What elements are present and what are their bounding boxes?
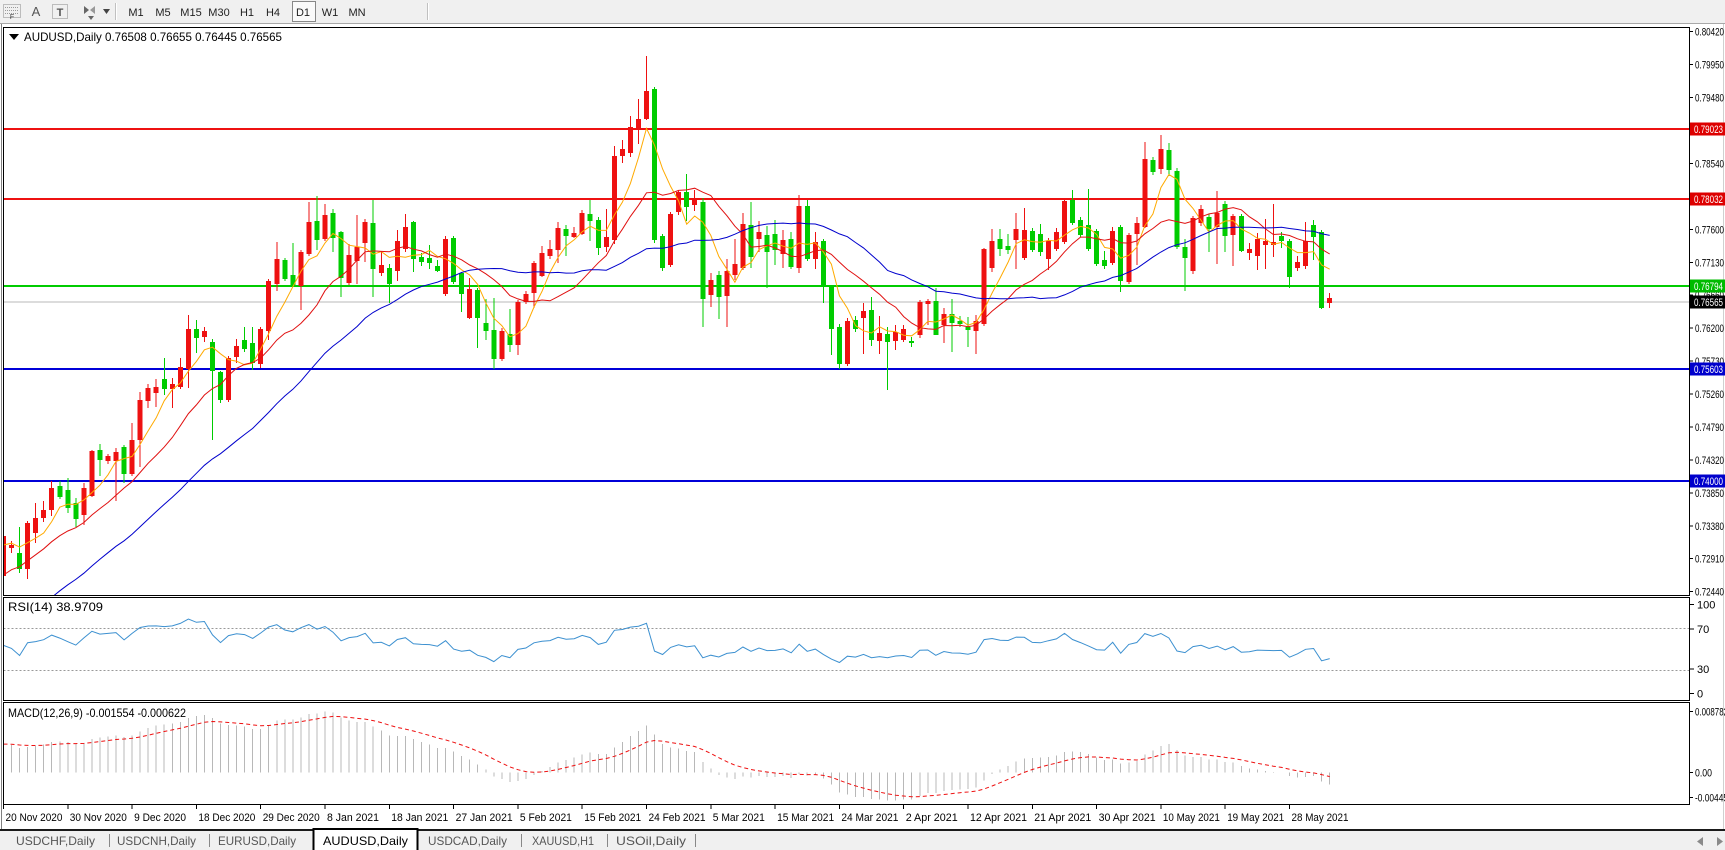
svg-text:RSI(14) 38.9709: RSI(14) 38.9709 (8, 600, 103, 614)
svg-text:0.79950: 0.79950 (1695, 60, 1724, 72)
svg-text:0.80420: 0.80420 (1695, 27, 1724, 39)
svg-text:MACD(12,26,9) -0.001554 -0.000: MACD(12,26,9) -0.001554 -0.000622 (8, 706, 186, 720)
svg-text:5 Feb 2021: 5 Feb 2021 (520, 812, 572, 824)
svg-text:0.78032: 0.78032 (1694, 194, 1723, 206)
svg-text:28 May 2021: 28 May 2021 (1292, 812, 1349, 824)
svg-text:W1: W1 (322, 7, 339, 19)
svg-text:0.74790: 0.74790 (1695, 422, 1724, 434)
svg-text:0.00: 0.00 (1695, 767, 1712, 779)
svg-text:0.74320: 0.74320 (1695, 455, 1724, 467)
svg-text:0.78540: 0.78540 (1695, 159, 1724, 171)
svg-text:0.77600: 0.77600 (1695, 224, 1724, 236)
svg-text:0.76565: 0.76565 (1694, 297, 1723, 309)
svg-text:0.76794: 0.76794 (1694, 281, 1723, 293)
svg-text:5 Mar 2021: 5 Mar 2021 (713, 812, 765, 824)
svg-text:M5: M5 (155, 7, 170, 19)
svg-text:AUDUSD,Daily: AUDUSD,Daily (323, 834, 408, 848)
svg-text:21 Apr 2021: 21 Apr 2021 (1034, 812, 1091, 824)
svg-text:M15: M15 (180, 7, 201, 19)
svg-text:19 May 2021: 19 May 2021 (1227, 812, 1284, 824)
svg-text:70: 70 (1697, 624, 1709, 636)
svg-text:18 Jan 2021: 18 Jan 2021 (391, 812, 448, 824)
svg-text:T: T (57, 7, 64, 19)
svg-text:0.74000: 0.74000 (1694, 476, 1723, 488)
svg-text:8 Jan 2021: 8 Jan 2021 (327, 812, 379, 824)
svg-text:0.73850: 0.73850 (1695, 488, 1724, 500)
svg-text:0.72910: 0.72910 (1695, 554, 1724, 566)
svg-text:30 Apr 2021: 30 Apr 2021 (1099, 812, 1156, 824)
svg-text:15 Mar 2021: 15 Mar 2021 (777, 812, 834, 824)
svg-text:0: 0 (1697, 688, 1703, 700)
svg-text:EURUSD,Daily: EURUSD,Daily (218, 834, 296, 848)
svg-text:0.73380: 0.73380 (1695, 521, 1724, 533)
svg-text:0.008782: 0.008782 (1695, 707, 1725, 719)
svg-text:20 Nov 2020: 20 Nov 2020 (6, 812, 63, 824)
svg-text:0.77130: 0.77130 (1695, 257, 1724, 269)
svg-text:12 Apr 2021: 12 Apr 2021 (970, 812, 1027, 824)
svg-text:USDCHF,Daily: USDCHF,Daily (16, 834, 95, 848)
svg-text:0.75603: 0.75603 (1694, 364, 1723, 376)
svg-text:MN: MN (348, 7, 365, 19)
svg-text:0.79480: 0.79480 (1695, 93, 1724, 105)
svg-text:AUDUSD,Daily 0.76508 0.76655: AUDUSD,Daily 0.76508 0.76655 0.76445 0.7… (24, 30, 282, 44)
svg-text:0.75260: 0.75260 (1695, 389, 1724, 401)
svg-text:24 Feb 2021: 24 Feb 2021 (649, 812, 706, 824)
svg-text:F: F (10, 14, 14, 21)
svg-text:0.79023: 0.79023 (1694, 124, 1723, 136)
svg-text:100: 100 (1697, 600, 1715, 612)
svg-text:H4: H4 (266, 7, 280, 19)
svg-text:XAUUSD,H1: XAUUSD,H1 (532, 834, 594, 848)
svg-text:0.76200: 0.76200 (1695, 323, 1724, 335)
svg-text:M30: M30 (208, 7, 229, 19)
svg-text:H1: H1 (240, 7, 254, 19)
svg-text:D1: D1 (296, 7, 310, 19)
svg-text:USOil,Daily: USOil,Daily (616, 834, 686, 848)
svg-text:24 Mar 2021: 24 Mar 2021 (841, 812, 898, 824)
svg-text:9 Dec 2020: 9 Dec 2020 (134, 812, 186, 824)
svg-text:30: 30 (1697, 664, 1709, 676)
svg-text:27 Jan 2021: 27 Jan 2021 (456, 812, 513, 824)
svg-text:30 Nov 2020: 30 Nov 2020 (70, 812, 127, 824)
svg-text:18 Dec 2020: 18 Dec 2020 (198, 812, 255, 824)
svg-text:A: A (32, 4, 41, 19)
svg-text:10 May 2021: 10 May 2021 (1163, 812, 1220, 824)
svg-text:USDCAD,Daily: USDCAD,Daily (428, 834, 507, 848)
svg-text:29 Dec 2020: 29 Dec 2020 (263, 812, 320, 824)
svg-text:15 Feb 2021: 15 Feb 2021 (584, 812, 641, 824)
svg-text:M1: M1 (128, 7, 143, 19)
svg-text:USDCNH,Daily: USDCNH,Daily (117, 834, 196, 848)
svg-text:0.72440: 0.72440 (1695, 587, 1724, 599)
svg-text:-0.00445: -0.00445 (1695, 793, 1725, 805)
svg-text:2 Apr 2021: 2 Apr 2021 (906, 812, 958, 824)
